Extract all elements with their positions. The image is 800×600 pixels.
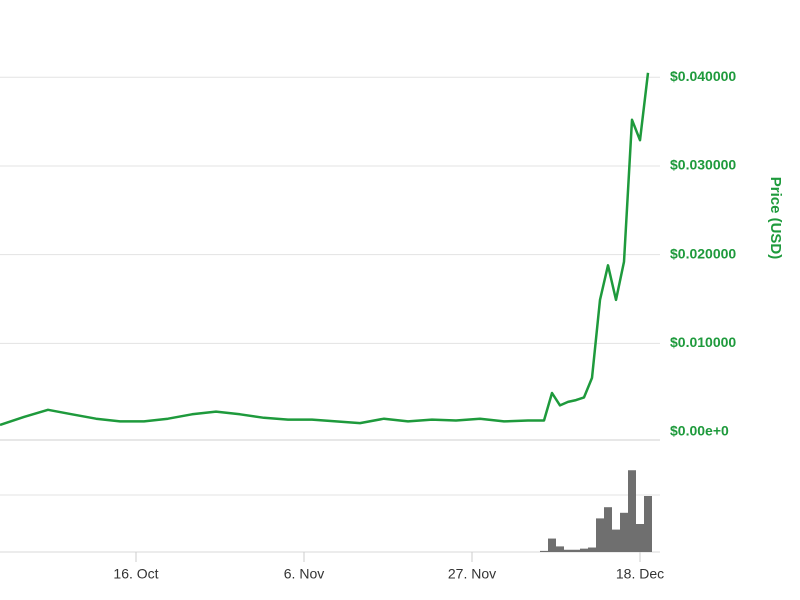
volume-bar [644,496,652,552]
y-tick-label: $0.040000 [670,68,736,84]
volume-bar [612,529,620,552]
x-tick-label: 6. Nov [284,566,324,582]
volume-bar [540,550,548,552]
y-axis-label: Price (USD) [767,177,784,260]
volume-bar [556,546,564,552]
volume-bar [572,549,580,552]
volume-bar [604,507,612,552]
y-tick-label: $0.010000 [670,334,736,350]
volume-bar [580,548,588,552]
y-tick-label: $0.00e+0 [670,423,729,439]
price-line [0,72,650,427]
x-tick-label: 16. Oct [113,566,158,582]
volume-bar [596,518,604,552]
volume-bar [564,549,572,552]
volume-bar [548,538,556,552]
volume-bar [628,470,636,552]
volume-bar [588,547,596,552]
y-tick-label: $0.020000 [670,245,736,261]
volume-bar [620,512,628,552]
y-tick-label: $0.030000 [670,157,736,173]
x-tick-label: 18. Dec [616,566,664,582]
volume-bar [636,524,644,552]
x-tick-label: 27. Nov [448,566,496,582]
